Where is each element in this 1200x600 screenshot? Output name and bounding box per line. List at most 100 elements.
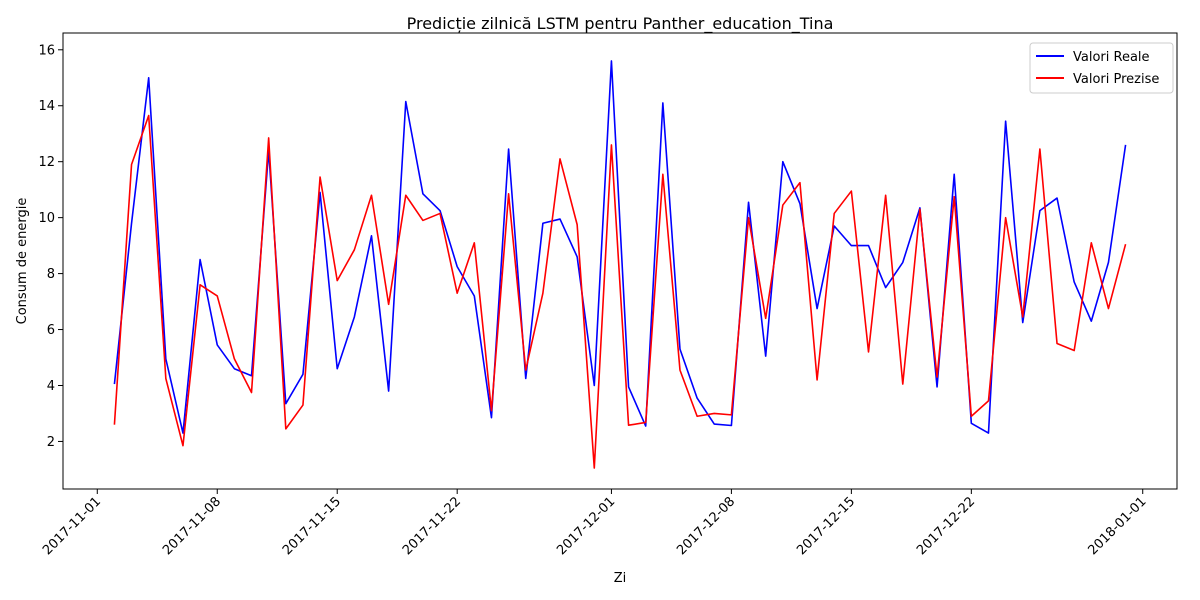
data-point-valori-reale: [627, 385, 631, 389]
data-point-valori-prezise: [130, 162, 134, 166]
data-point-valori-reale: [455, 265, 459, 269]
data-point-valori-prezise: [387, 302, 391, 306]
data-point-valori-prezise: [1072, 349, 1076, 353]
data-point-valori-reale: [198, 258, 202, 262]
legend-label-valori-prezise: Valori Prezise: [1073, 72, 1159, 87]
data-point-valori-reale: [764, 354, 768, 358]
legend-label-valori-reale: Valori Reale: [1073, 50, 1150, 65]
data-point-valori-reale: [130, 221, 134, 225]
data-point-valori-prezise: [918, 207, 922, 211]
data-point-valori-prezise: [935, 375, 939, 379]
y-axis-ticks: 2 4 6 8 10 12 14 16: [38, 43, 63, 450]
series-line-valori-reale: [113, 60, 1127, 434]
data-point-valori-prezise: [404, 193, 408, 197]
chart-title: Predicție zilnică LSTM pentru Panther_ed…: [407, 14, 834, 34]
data-point-valori-reale: [986, 431, 990, 435]
y-tick-label: 10: [38, 211, 55, 226]
data-point-valori-reale: [1072, 280, 1076, 284]
y-tick-label: 8: [47, 267, 55, 282]
series-layer: [112, 59, 1128, 469]
y-tick-label: 14: [38, 99, 55, 114]
data-point-valori-prezise: [986, 399, 990, 403]
data-point-valori-prezise: [952, 195, 956, 199]
data-point-valori-prezise: [198, 283, 202, 287]
data-point-valori-prezise: [541, 291, 545, 295]
data-point-valori-reale: [661, 101, 665, 105]
data-point-valori-prezise: [575, 223, 579, 227]
data-point-valori-prezise: [678, 368, 682, 372]
data-point-valori-reale: [232, 367, 236, 371]
y-tick-label: 12: [38, 155, 55, 170]
data-point-valori-prezise: [181, 444, 185, 448]
data-point-valori-prezise: [524, 368, 528, 372]
y-tick-label: 6: [47, 323, 55, 338]
data-point-valori-reale: [1106, 260, 1110, 264]
data-point-valori-prezise: [884, 193, 888, 197]
data-point-valori-prezise: [815, 378, 819, 382]
y-axis-label: Consum de energie: [15, 198, 30, 325]
data-point-valori-prezise: [421, 218, 425, 222]
data-point-valori-prezise: [250, 390, 254, 394]
data-point-valori-prezise: [609, 143, 613, 147]
data-point-valori-prezise: [369, 193, 373, 197]
plot-area-frame: [62, 32, 1178, 490]
data-point-valori-prezise: [1124, 242, 1128, 246]
data-point-valori-prezise: [215, 294, 219, 298]
data-point-valori-prezise: [267, 136, 271, 140]
data-point-valori-reale: [1124, 143, 1128, 147]
data-point-valori-prezise: [301, 403, 305, 407]
data-point-valori-prezise: [695, 414, 699, 418]
data-point-valori-prezise: [867, 350, 871, 354]
data-point-valori-reale: [215, 343, 219, 347]
x-axis-label: Zi: [614, 571, 627, 586]
data-point-valori-reale: [952, 172, 956, 176]
data-point-valori-prezise: [284, 427, 288, 431]
data-point-valori-prezise: [1004, 216, 1008, 220]
data-point-valori-reale: [301, 372, 305, 376]
data-point-valori-prezise: [1055, 342, 1059, 346]
legend-box: [1029, 42, 1174, 94]
data-point-valori-prezise: [712, 411, 716, 415]
data-point-valori-reale: [884, 286, 888, 290]
data-point-valori-prezise: [489, 409, 493, 413]
data-point-valori-prezise: [729, 413, 733, 417]
data-point-valori-prezise: [438, 211, 442, 215]
data-point-valori-reale: [644, 424, 648, 428]
data-point-valori-prezise: [747, 216, 751, 220]
data-point-valori-reale: [369, 234, 373, 238]
data-point-valori-reale: [1004, 119, 1008, 123]
data-point-valori-reale: [712, 422, 716, 426]
data-point-valori-prezise: [558, 157, 562, 161]
series-line-valori-prezise: [113, 114, 1127, 469]
y-tick-label: 4: [47, 379, 55, 394]
data-point-valori-reale: [849, 244, 853, 248]
data-point-valori-prezise: [232, 357, 236, 361]
data-point-valori-reale: [1038, 209, 1042, 213]
data-point-valori-reale: [335, 367, 339, 371]
data-point-valori-prezise: [849, 189, 853, 193]
data-point-valori-reale: [112, 382, 116, 386]
data-point-valori-prezise: [352, 248, 356, 252]
data-point-valori-prezise: [164, 377, 168, 381]
data-point-valori-reale: [747, 200, 751, 204]
data-point-valori-prezise: [1089, 241, 1093, 245]
data-point-valori-prezise: [969, 414, 973, 418]
data-point-valori-prezise: [455, 291, 459, 295]
data-point-valori-reale: [541, 221, 545, 225]
data-point-valori-prezise: [1106, 307, 1110, 311]
data-point-valori-prezise: [335, 279, 339, 283]
data-point-valori-reale: [507, 147, 511, 151]
data-point-valori-reale: [1055, 196, 1059, 200]
data-point-valori-reale: [609, 59, 613, 63]
data-point-valori-reale: [935, 385, 939, 389]
data-point-valori-reale: [558, 217, 562, 221]
data-point-valori-reale: [695, 396, 699, 400]
data-point-valori-reale: [815, 307, 819, 311]
data-point-valori-prezise: [627, 423, 631, 427]
data-point-valori-prezise: [318, 175, 322, 179]
data-point-valori-reale: [901, 260, 905, 264]
data-point-valori-prezise: [764, 316, 768, 320]
data-point-valori-reale: [147, 76, 151, 80]
